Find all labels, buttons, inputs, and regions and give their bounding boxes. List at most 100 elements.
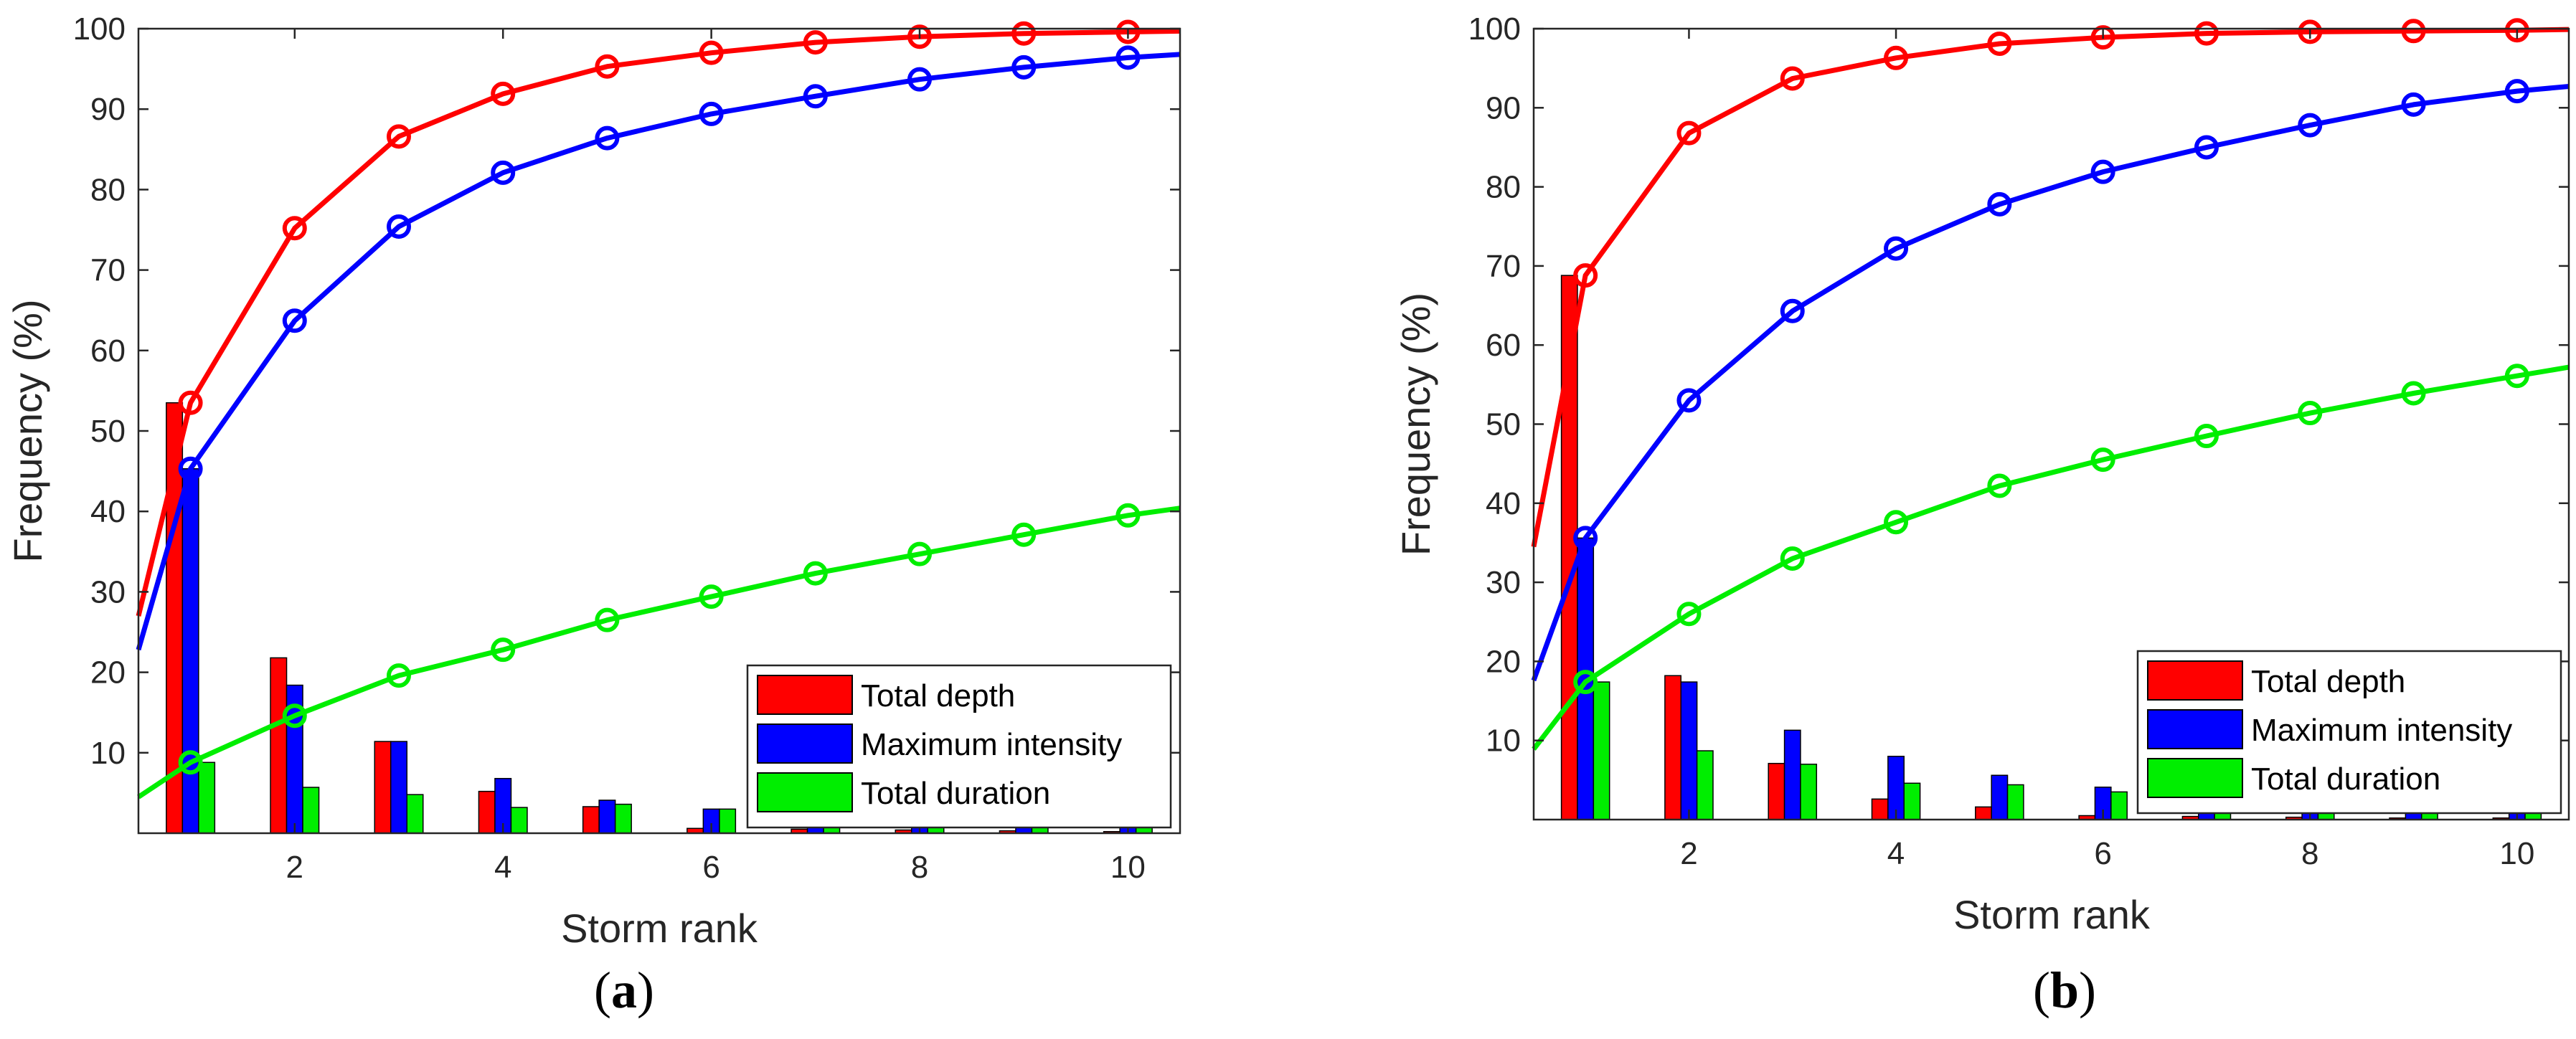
series-point-b-0-3 — [1780, 66, 1805, 91]
series-point-b-2-8 — [2298, 401, 2323, 426]
series-point-b-1-4 — [1884, 236, 1909, 261]
series-point-a-0-5 — [595, 54, 620, 79]
bar-b-2-5 — [2006, 784, 2024, 820]
bar-b-1-5 — [1991, 774, 2009, 820]
ytick-label-a-10: 10 — [90, 736, 126, 771]
ytick-label-a-50: 50 — [90, 414, 126, 449]
caption-a-close: ) — [636, 962, 654, 1019]
y-axis-label-b: Frequency (%) — [1393, 293, 1438, 556]
xtick-label-b-10: 10 — [2499, 836, 2534, 871]
legend-label-a-2: Total duration — [861, 776, 1050, 811]
series-point-b-0-1 — [1573, 263, 1598, 288]
series-point-a-1-6 — [699, 101, 724, 126]
bar-a-0-2 — [270, 657, 288, 834]
bar-a-2-6 — [719, 808, 737, 834]
series-point-b-0-2 — [1676, 120, 1702, 146]
bar-b-0-2 — [1664, 675, 1682, 820]
bar-a-1-1 — [181, 468, 199, 834]
caption-a: (a) — [594, 961, 654, 1020]
ytick-label-b-80: 80 — [1486, 170, 1521, 205]
series-point-a-2-8 — [907, 541, 932, 566]
caption-b-close: ) — [2079, 962, 2097, 1019]
bar-a-0-4 — [478, 790, 496, 834]
ytick-label-a-60: 60 — [90, 333, 126, 369]
bar-a-1-3 — [390, 741, 408, 834]
ytick-label-b-70: 70 — [1486, 249, 1521, 284]
bar-b-2-1 — [1593, 681, 1610, 820]
ytick-label-a-30: 30 — [90, 574, 126, 609]
legend-label-b-2: Total duration — [2251, 762, 2440, 797]
chart-panel-b: 10 20 30 40 50 60 70 80 90 100 2 4 6 8 10 Storm rank Fre… — [1288, 0, 2576, 1039]
ytick-label-b-40: 40 — [1486, 486, 1521, 521]
bar-b-0-4 — [1871, 798, 1889, 820]
legend-swatch-b-0 — [2147, 660, 2243, 701]
bar-a-1-5 — [598, 800, 616, 834]
bar-a-0-5 — [582, 806, 600, 834]
ytick-label-b-10: 10 — [1486, 723, 1521, 759]
bar-a-2-3 — [406, 794, 424, 834]
series-point-b-0-8 — [2298, 19, 2323, 44]
series-point-b-2-6 — [2090, 447, 2115, 473]
ytick-label-a-80: 80 — [90, 172, 126, 207]
bar-b-2-6 — [2110, 791, 2128, 820]
xtick-label-b-6: 6 — [2094, 836, 2111, 871]
bar-b-1-3 — [1783, 729, 1801, 820]
series-point-b-0-7 — [2194, 21, 2219, 46]
xtick-label-a-6: 6 — [702, 850, 720, 885]
series-point-b-0-10 — [2504, 18, 2529, 43]
series-point-a-0-9 — [1011, 21, 1037, 46]
series-point-a-2-1 — [178, 750, 203, 775]
series-point-a-1-7 — [803, 84, 828, 109]
series-point-a-1-3 — [387, 214, 411, 239]
ytick-label-a-20: 20 — [90, 655, 126, 691]
xtick-label-a-8: 8 — [911, 850, 928, 885]
chart-panel-a: 10 20 30 40 50 60 70 80 90 100 2 4 6 8 10 Storm rank Fre… — [5, 11, 1181, 1020]
bar-a-2-2 — [302, 787, 320, 834]
bar-b-0-3 — [1768, 762, 1785, 820]
x-axis-label-a: Storm rank — [561, 906, 758, 947]
ytick-label-b-60: 60 — [1486, 328, 1521, 363]
series-point-b-1-6 — [2090, 159, 2115, 184]
ytick-label-a-100: 100 — [73, 11, 126, 47]
ytick-label-b-90: 90 — [1486, 90, 1521, 125]
series-point-a-2-9 — [1011, 522, 1037, 547]
series-line-b-2 — [1532, 364, 2570, 751]
ytick-label-b-20: 20 — [1486, 644, 1521, 679]
series-point-a-2-4 — [491, 637, 516, 663]
bar-a-2-5 — [614, 803, 632, 834]
series-point-a-0-7 — [803, 30, 828, 55]
ytick-label-b-100: 100 — [1468, 11, 1521, 47]
bar-b-2-3 — [1800, 764, 1818, 820]
bar-b-2-2 — [1696, 750, 1714, 820]
series-point-b-1-10 — [2504, 79, 2529, 104]
series-point-b-0-9 — [2401, 19, 2426, 44]
series-point-a-1-10 — [1115, 45, 1141, 70]
series-line-a-1 — [136, 52, 1181, 651]
series-point-b-1-2 — [1676, 388, 1702, 413]
series-point-a-1-1 — [178, 456, 203, 481]
xtick-label-a-4: 4 — [494, 850, 511, 885]
legend-swatch-b-2 — [2147, 758, 2243, 798]
chart-b: 10 20 30 40 50 60 70 80 90 100 2 4 6 8 10 Storm rank Fre… — [1393, 11, 2570, 937]
legend-swatch-b-1 — [2147, 709, 2243, 749]
series-point-a-0-4 — [491, 81, 516, 106]
y-axis-label-a: Frequency (%) — [5, 299, 50, 562]
x-axis-label-b: Storm rank — [1953, 892, 2151, 937]
series-point-b-2-4 — [1884, 510, 1909, 535]
series-point-a-2-6 — [699, 584, 724, 609]
legend-swatch-a-0 — [757, 675, 853, 715]
xtick-label-a-2: 2 — [286, 850, 303, 885]
series-point-b-1-8 — [2298, 113, 2323, 138]
legend-swatch-a-1 — [757, 723, 853, 764]
series-point-b-1-7 — [2194, 135, 2219, 160]
series-point-b-2-2 — [1676, 602, 1702, 627]
series-point-a-0-10 — [1115, 19, 1141, 44]
xtick-label-b-4: 4 — [1887, 836, 1905, 871]
caption-b: (b) — [2033, 961, 2096, 1020]
series-point-b-1-1 — [1573, 526, 1598, 551]
caption-a-open: ( — [594, 962, 611, 1019]
xtick-label-a-10: 10 — [1110, 850, 1146, 885]
chart-a: 10 20 30 40 50 60 70 80 90 100 2 4 6 8 10 Storm rank Fre… — [5, 11, 1181, 951]
series-point-a-2-3 — [387, 663, 411, 688]
series-point-a-2-5 — [595, 607, 620, 632]
